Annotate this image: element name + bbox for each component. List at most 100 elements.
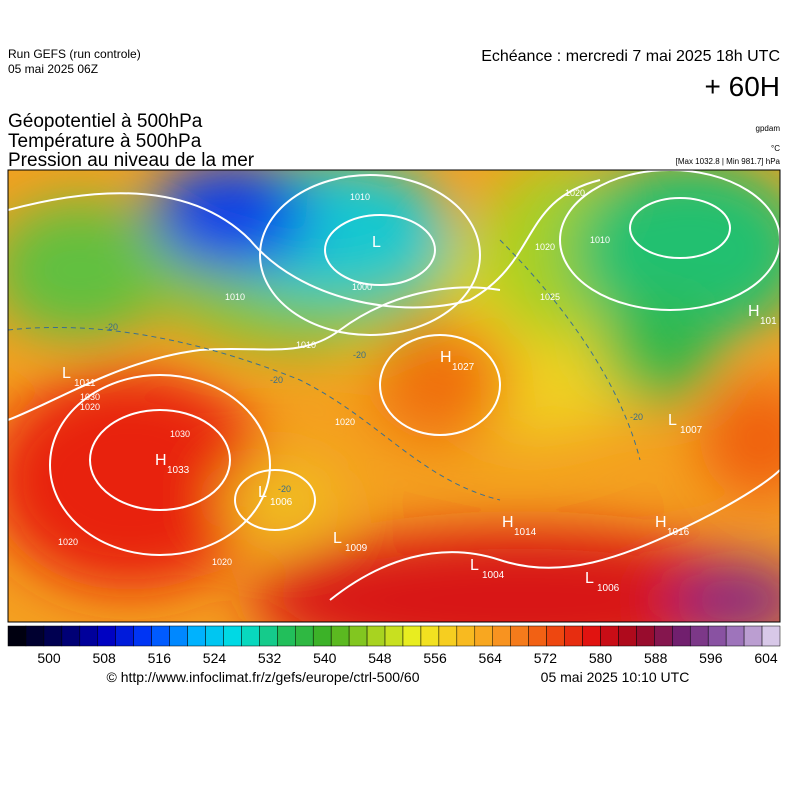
colorbar-swatch [743, 625, 763, 647]
isobar-label: 1020 [80, 402, 100, 412]
center-kind: L [372, 234, 381, 251]
colorbar-tick-label: 596 [699, 650, 723, 666]
colorbar-swatch [241, 625, 260, 647]
colorbar-swatch [277, 625, 296, 647]
colorbar-swatch [672, 625, 691, 647]
colorbar-swatch [115, 625, 134, 647]
colorbar-swatch [582, 625, 601, 647]
unit-geopotential: gpdam [756, 124, 781, 133]
colorbar-swatch [636, 625, 655, 647]
isobar-label: 1010 [296, 340, 316, 350]
colorbar-tick-label: 580 [589, 650, 613, 666]
map-frame [7, 169, 781, 623]
colorbar-swatch [348, 625, 368, 647]
colorbar-swatch [43, 625, 63, 647]
temperature-label: -20 [270, 375, 283, 385]
center-value: 1027 [452, 362, 475, 373]
colorbar-tick-label: 604 [754, 650, 778, 666]
center-kind: L [62, 365, 71, 382]
colorbar-swatch [61, 625, 81, 647]
colorbar-tick-label: 556 [423, 650, 447, 666]
colorbar-swatch [528, 625, 547, 647]
isobar-label: 1030 [170, 429, 190, 439]
colorbar-swatch [133, 625, 152, 647]
colorbar-swatch [600, 625, 619, 647]
center-value: 1014 [514, 527, 537, 538]
colorbar-swatch [384, 625, 404, 647]
valid-time: Echéance : mercredi 7 mai 2025 18h UTC [481, 48, 780, 65]
run-date: 05 mai 2025 06Z [8, 62, 98, 76]
isobar-label: 1020 [212, 557, 232, 567]
colorbar-swatch [7, 625, 27, 647]
center-kind: H [655, 514, 667, 531]
colorbar-swatch [689, 625, 709, 647]
temperature-label: -20 [105, 322, 118, 332]
isobar-label: 1010 [590, 235, 610, 245]
center-value: 1016 [667, 527, 690, 538]
temperature-label: -20 [630, 412, 643, 422]
center-kind: H [748, 303, 760, 320]
colorbar-swatch [707, 625, 727, 647]
isobar-label: 1025 [540, 292, 560, 302]
center-kind: L [585, 570, 594, 587]
center-value: 1011 [74, 378, 96, 389]
isobar-label: 1000 [352, 282, 372, 292]
field-pressure: Pression au niveau de la mer [8, 150, 255, 171]
colorbar-swatch [187, 625, 206, 647]
isobar-label: 1020 [58, 537, 78, 547]
center-value: 1009 [345, 543, 368, 554]
lead-time: + 60H [705, 71, 781, 102]
colorbar-swatch [97, 625, 116, 647]
colorbar-swatch [79, 625, 99, 647]
colorbar-swatch [402, 625, 422, 647]
isobar-label: 1020 [535, 242, 555, 252]
source: © http://www.infoclimat.fr/z/gefs/europe… [106, 669, 419, 685]
colorbar-tick-label: 516 [148, 650, 172, 666]
colorbar-swatch [761, 625, 781, 647]
colorbar-swatch [25, 625, 45, 647]
colorbar-swatch [259, 625, 278, 647]
center-kind: L [258, 484, 267, 501]
center-kind: H [440, 349, 452, 366]
colorbar-swatch [169, 625, 188, 647]
colorbar-tick-label: 572 [534, 650, 558, 666]
colorbar-swatch [330, 625, 350, 647]
center-kind: L [470, 557, 479, 574]
colorbar-swatch [492, 625, 511, 647]
run: Run GEFS (run controle) [8, 47, 141, 61]
unit-temperature: °C [771, 144, 780, 153]
center-kind: L [333, 530, 342, 547]
temperature-label: -20 [278, 484, 291, 494]
isobar-label: 1020 [335, 417, 355, 427]
unit-pressure: [Max 1032.8 | Min 981.7] hPa [676, 157, 781, 166]
center-value: 1007 [680, 425, 703, 436]
center-value: 101 [760, 316, 777, 327]
colorbar-swatch [474, 625, 493, 647]
center-value: 1006 [597, 583, 620, 594]
isobar-label: 1020 [565, 188, 585, 198]
colorbar-swatch [510, 625, 529, 647]
center-kind: H [502, 514, 514, 531]
colorbar-swatch [205, 625, 224, 647]
center-value: 1006 [270, 497, 293, 508]
colorbar-swatch [438, 625, 458, 647]
colorbar-tick-label: 548 [368, 650, 392, 666]
center-kind: L [668, 412, 677, 429]
colorbar-swatch [456, 625, 476, 647]
isobar-label: 1010 [225, 292, 245, 302]
colorbar-swatch [420, 625, 440, 647]
colorbar-tick-label: 564 [479, 650, 503, 666]
temperature-label: -20 [353, 350, 366, 360]
center-value: 1033 [167, 465, 190, 476]
center-kind: H [155, 452, 167, 469]
colorbar-tick-label: 540 [313, 650, 337, 666]
colorbar-swatch [618, 625, 637, 647]
colorbar-tick-label: 500 [37, 650, 61, 666]
field-temperature: Température à 500hPa [8, 131, 202, 152]
colorbar-swatch [546, 625, 565, 647]
colorbar: 500 508 516 524 532 540 548 556 564 572 580 588 596 6… [7, 625, 781, 666]
colorbar-tick-label: 508 [92, 650, 116, 666]
map [8, 170, 780, 622]
colorbar-swatch [223, 625, 242, 647]
